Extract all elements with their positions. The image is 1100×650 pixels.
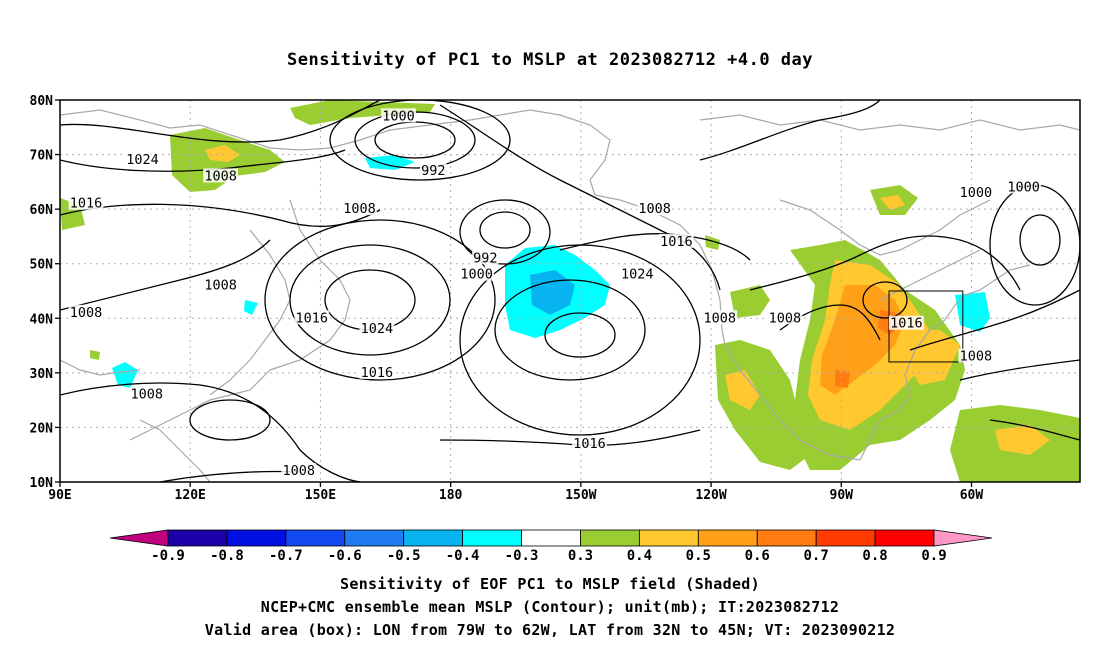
colorbar-label: -0.9	[151, 548, 185, 564]
shading-positive	[60, 100, 1080, 482]
map-title: Sensitivity of PC1 to MSLP at 2023082712…	[286, 50, 813, 70]
lon-tick-label: 90W	[830, 488, 854, 500]
lat-tick-label: 40N	[30, 312, 54, 327]
contour-label: 992	[473, 250, 497, 266]
map-frame	[59, 99, 1081, 483]
colorbar-labels: -0.9 -0.8 -0.7 -0.6 -0.5 -0.4 -0.3 0.3 0.4 0.5 0.6…	[151, 548, 947, 564]
lon-tick-label: 120W	[695, 488, 726, 500]
colorbar-label: 0.8	[862, 548, 887, 564]
contour-label: 1016	[295, 310, 328, 326]
colorbar-swatch-min	[109, 529, 169, 547]
caption-shading: Sensitivity of EOF PC1 to MSLP field (Sh…	[340, 575, 760, 593]
colorbar-swatch	[167, 529, 228, 547]
contour-label: 1008	[70, 305, 103, 321]
lon-tick-label: 150E	[305, 488, 336, 500]
caption-valid-area: Valid area (box): LON from 79W to 62W, L…	[204, 621, 896, 639]
contour-label: 1016	[573, 436, 606, 452]
contour-label: 1024	[361, 321, 394, 337]
lat-tick-label: 70N	[30, 149, 54, 164]
contour-label: 1000	[460, 267, 493, 283]
lat-tick-label: 80N	[30, 94, 54, 109]
colorbar-swatch	[344, 529, 405, 547]
contour-label: 992	[421, 163, 445, 179]
contour-label: 1008	[960, 348, 993, 364]
lat-tick-label: 50N	[30, 258, 54, 273]
colorbar-label: -0.3	[505, 548, 539, 564]
contour-label: 1016	[660, 234, 693, 250]
lon-tick-label: 120E	[175, 488, 206, 500]
colorbar-boxes	[109, 529, 993, 547]
colorbar-swatch	[226, 529, 287, 547]
colorbar-swatch	[697, 529, 758, 547]
colorbar-label: -0.4	[446, 548, 480, 564]
colorbar-label: -0.8	[210, 548, 244, 564]
contour-label: 1008	[638, 201, 671, 217]
colorbar: -0.9 -0.8 -0.7 -0.6 -0.5 -0.4 -0.3 0.3 0.4 0.5 0.6…	[109, 529, 993, 564]
colorbar-label: -0.6	[328, 548, 362, 564]
lat-tick-label: 30N	[30, 367, 54, 382]
colorbar-label: -0.5	[387, 548, 421, 564]
contour-label: 1024	[126, 152, 159, 168]
contour-label: 1008	[204, 168, 237, 184]
shading-negative	[112, 155, 990, 388]
contour-label: 1016	[70, 196, 103, 212]
colorbar-swatch-max	[933, 529, 993, 547]
colorbar-label: 0.4	[627, 548, 652, 564]
contour-label: 1000	[1007, 179, 1040, 195]
colorbar-label: -0.7	[269, 548, 303, 564]
colorbar-swatch	[403, 529, 464, 547]
contour-label: 1016	[361, 365, 394, 381]
colorbar-label: 0.9	[921, 548, 946, 564]
contour-label: 1016	[890, 316, 923, 332]
contour-label: 1000	[382, 108, 415, 124]
contour-label: 1008	[769, 310, 802, 326]
colorbar-swatch	[638, 529, 699, 547]
colorbar-swatch	[521, 529, 581, 547]
caption-contours: NCEP+CMC ensemble mean MSLP (Contour); u…	[260, 598, 840, 616]
contour-label: 1008	[343, 201, 376, 217]
colorbar-swatch	[580, 529, 640, 547]
colorbar-label: 0.3	[568, 548, 593, 564]
lon-tick-label: 60W	[960, 488, 984, 500]
contour-label: 1008	[131, 387, 164, 403]
colorbar-label: 0.5	[686, 548, 711, 564]
lon-tick-label: 90E	[48, 488, 71, 500]
colorbar-swatch	[285, 529, 346, 547]
colorbar-label: 0.6	[745, 548, 770, 564]
contour-label: 1008	[282, 463, 315, 479]
contour-label: 1008	[703, 310, 736, 326]
colorbar-swatch	[462, 529, 522, 547]
colorbar-swatch	[815, 529, 876, 547]
colorbar-swatch	[874, 529, 935, 547]
contour-label: 1000	[960, 185, 993, 201]
latitude-labels: 80N 70N 60N 50N 40N 30N 20N 10N	[30, 94, 60, 491]
longitude-labels: 90E 120E 150E 180 150W 120W 90W 60W	[48, 482, 983, 500]
lat-tick-label: 60N	[30, 203, 54, 218]
lat-tick-label: 10N	[30, 476, 54, 491]
contour-label: 1024	[621, 267, 654, 283]
lat-tick-label: 20N	[30, 421, 54, 436]
lon-tick-label: 150W	[565, 488, 596, 500]
contour-label: 1008	[204, 278, 237, 294]
colorbar-label: 0.7	[804, 548, 829, 564]
colorbar-swatch	[756, 529, 817, 547]
lon-tick-label: 180	[439, 488, 463, 500]
